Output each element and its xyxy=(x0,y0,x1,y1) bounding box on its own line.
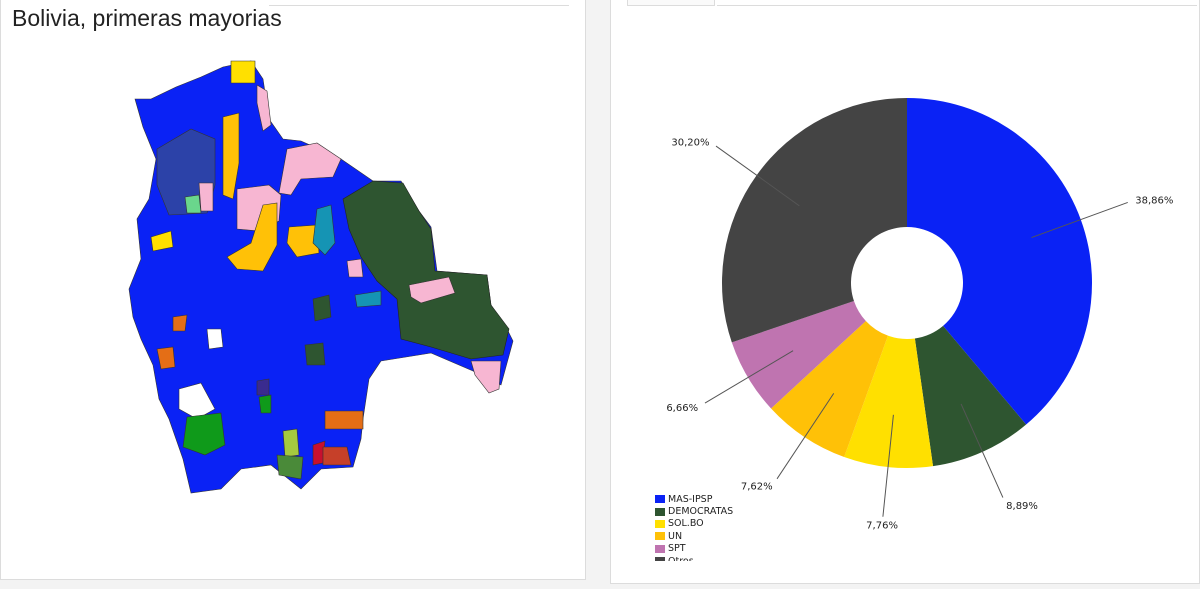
map-region-yellow-west[interactable] xyxy=(150,230,174,252)
map-region-green-south[interactable] xyxy=(182,412,226,456)
map-region-pink-north[interactable] xyxy=(256,84,272,132)
legend-item[interactable]: Otros xyxy=(655,555,733,561)
legend-swatch xyxy=(655,507,665,516)
legend-label: SPT xyxy=(668,543,686,555)
map-region-green-center[interactable] xyxy=(258,394,272,414)
leader-line xyxy=(704,350,794,404)
donut-chart: 38,86% 8,89% 7,76% 7,62% 6,66% 30,20% xyxy=(666,98,1173,532)
legend-label: UN xyxy=(668,530,683,542)
map-region-orange-south[interactable] xyxy=(324,410,364,430)
legend-item[interactable]: SOL.BO xyxy=(655,518,733,530)
map-region-orange-west-2[interactable] xyxy=(172,314,188,332)
legend-label: DEMOCRATAS xyxy=(668,506,734,518)
map-region-yellow-east-center[interactable] xyxy=(286,224,320,258)
slice-percent-label: 7,62% xyxy=(741,481,773,492)
legend-item[interactable]: MAS-IPSP xyxy=(655,493,733,505)
slice-percent-label: 7,76% xyxy=(866,521,898,532)
leader-line xyxy=(715,145,800,207)
map-region-purple-center[interactable] xyxy=(256,378,270,396)
donut-slice-otros[interactable] xyxy=(722,98,907,343)
leader-line xyxy=(1031,201,1128,239)
map-region-green-south-2[interactable] xyxy=(276,454,304,480)
map-region-pink-east[interactable] xyxy=(408,276,456,304)
legend-swatch xyxy=(655,544,665,553)
legend-label: MAS-IPSP xyxy=(668,493,713,505)
map-region-democratas-central[interactable] xyxy=(312,294,332,322)
map-region-teal[interactable] xyxy=(312,204,336,256)
map-panel: Bolivia, primeras mayorias xyxy=(0,0,586,580)
map-region-pink-small-2[interactable] xyxy=(198,182,214,212)
donut-tab[interactable] xyxy=(627,0,715,6)
leader-line xyxy=(882,414,894,517)
donut-slice-democratas[interactable] xyxy=(914,325,1027,467)
legend-item[interactable]: UN xyxy=(655,530,733,542)
map-region-democratas-east[interactable] xyxy=(342,180,510,360)
leader-line xyxy=(960,403,1004,498)
slice-percent-label: 8,89% xyxy=(1006,501,1038,512)
donut-slice-spt[interactable] xyxy=(731,300,866,409)
map-region-teal-east[interactable] xyxy=(354,290,382,308)
map-region-pink-southeast[interactable] xyxy=(470,360,502,394)
map-region-democratas-central-2[interactable] xyxy=(304,342,326,366)
legend-swatch xyxy=(655,495,665,504)
map-region-white-2[interactable] xyxy=(206,328,224,350)
legend-swatch xyxy=(655,519,665,528)
map-region-orange-west[interactable] xyxy=(156,346,176,370)
map-region-green-west[interactable] xyxy=(184,194,202,214)
donut-panel: 38,86% 8,89% 7,76% 7,62% 6,66% 30,20% MAS-IPS… xyxy=(610,0,1200,584)
map-region-brick-south[interactable] xyxy=(322,446,352,466)
legend-label: SOL.BO xyxy=(668,518,704,530)
donut-slice-un[interactable] xyxy=(771,320,888,458)
slice-percent-label: 30,20% xyxy=(671,137,709,148)
legend-label: Otros xyxy=(668,556,694,561)
legend-swatch xyxy=(655,532,665,541)
map-region-pink-center-north[interactable] xyxy=(278,142,342,196)
map-tab-strip xyxy=(269,0,569,6)
leader-line xyxy=(776,393,835,480)
map-title: Bolivia, primeras mayorias xyxy=(12,5,282,31)
map-region-olive-south[interactable] xyxy=(282,428,300,458)
slice-percent-label: 38,86% xyxy=(1135,196,1173,207)
legend-item[interactable]: SPT xyxy=(655,543,733,555)
donut-slice-mas-ipsp[interactable] xyxy=(907,98,1092,425)
map-region-yellow-center[interactable] xyxy=(226,202,278,272)
map-region-yellow-north[interactable] xyxy=(230,60,256,84)
donut-tab-strip xyxy=(717,0,1197,6)
legend-item[interactable]: DEMOCRATAS xyxy=(655,505,733,517)
map-region-pink-small[interactable] xyxy=(346,258,364,278)
donut-slice-sol-bo[interactable] xyxy=(844,335,934,469)
bolivia-map xyxy=(128,60,514,494)
map-region-white-1[interactable] xyxy=(178,382,216,420)
slice-percent-label: 6,66% xyxy=(666,403,698,414)
map-region-yellow-central-north[interactable] xyxy=(222,112,240,200)
legend-swatch xyxy=(655,557,665,561)
